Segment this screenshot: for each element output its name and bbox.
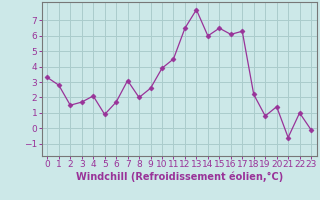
X-axis label: Windchill (Refroidissement éolien,°C): Windchill (Refroidissement éolien,°C) xyxy=(76,172,283,182)
